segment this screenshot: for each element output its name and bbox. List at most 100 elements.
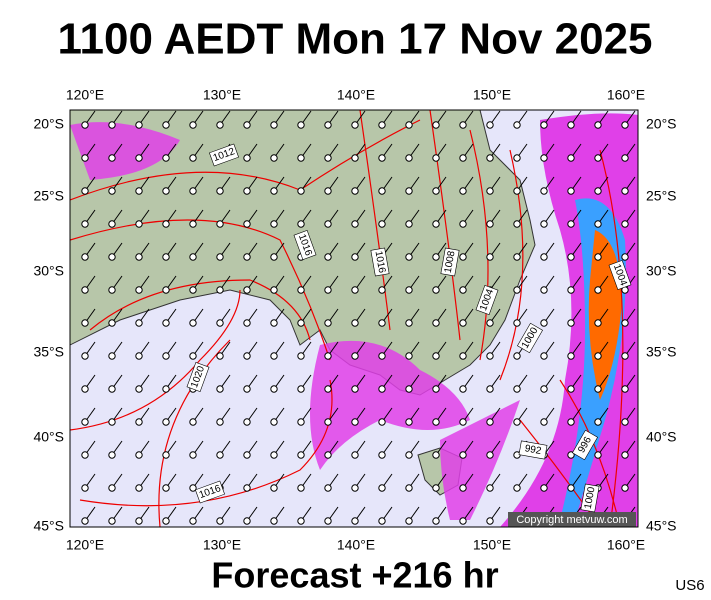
station [567,352,575,360]
station [324,418,332,426]
station [378,187,386,195]
station [189,517,197,525]
precip [310,340,470,470]
lat-label: 20°S [33,116,64,132]
station [567,121,575,129]
station [432,319,440,327]
station [108,286,116,294]
station [405,253,413,261]
station [594,253,602,261]
station [216,121,224,129]
station [216,517,224,525]
station [351,418,359,426]
station [513,220,521,228]
station [81,385,89,393]
station [243,418,251,426]
station [216,286,224,294]
station [297,319,305,327]
station [216,451,224,459]
station [162,418,170,426]
station [297,220,305,228]
station [108,154,116,162]
station [621,121,629,129]
station [135,286,143,294]
lat-label: 35°S [33,344,64,360]
station [351,154,359,162]
station [621,385,629,393]
station [594,220,602,228]
isobar-label: 1016 [370,247,390,277]
station [270,187,278,195]
station [216,385,224,393]
station [243,451,251,459]
station [513,121,521,129]
precip [70,122,180,180]
station [567,220,575,228]
station [567,418,575,426]
isobar-label: 1016 [195,480,225,504]
station [81,418,89,426]
station [324,253,332,261]
station [270,484,278,492]
station [324,484,332,492]
station [378,484,386,492]
station [378,220,386,228]
isobar-label-box [572,429,598,461]
station [81,517,89,525]
isobar-label: 1012 [209,143,239,167]
lat-label: 45°S [33,518,64,534]
station [297,385,305,393]
station [297,187,305,195]
station [378,352,386,360]
isobar-label-box [518,440,548,460]
station [243,385,251,393]
station [81,154,89,162]
station [432,451,440,459]
station [162,319,170,327]
station [405,484,413,492]
station [567,187,575,195]
station [378,451,386,459]
station [405,154,413,162]
station [486,451,494,459]
station [189,484,197,492]
station [297,121,305,129]
station [324,187,332,195]
station [621,418,629,426]
isobar-label-box [293,230,317,260]
station [486,121,494,129]
station [621,484,629,492]
isobars [70,110,624,527]
isobar-label-box [195,480,225,504]
lat-label: 40°S [646,429,677,445]
station [189,319,197,327]
isobar-label-box [517,322,543,354]
station [243,319,251,327]
isobar-label-box [186,362,210,392]
lat-label: 30°S [646,263,677,279]
station [540,253,548,261]
station [567,286,575,294]
station [324,154,332,162]
station [135,451,143,459]
station [270,286,278,294]
station [540,187,548,195]
station [135,517,143,525]
station [324,286,332,294]
station [486,484,494,492]
station [324,385,332,393]
station [297,418,305,426]
station [513,418,521,426]
station [459,451,467,459]
station [486,385,494,393]
isobar-label: 1004 [475,285,499,315]
station [621,253,629,261]
station [189,253,197,261]
station [513,187,521,195]
station [162,187,170,195]
station [243,517,251,525]
station [405,121,413,129]
isobar-label: 1016 [293,230,317,260]
isobar-label: 1020 [186,362,210,392]
station [540,121,548,129]
